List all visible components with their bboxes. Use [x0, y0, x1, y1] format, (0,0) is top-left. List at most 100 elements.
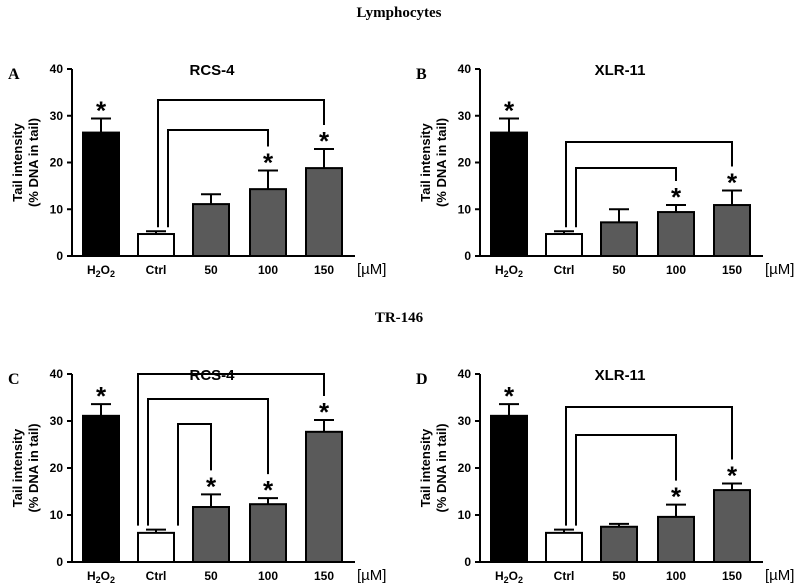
y-tick-label: 10	[50, 508, 64, 522]
x-tick-label: H2O2	[87, 263, 115, 279]
bar-150	[305, 430, 343, 563]
panel-C: C RCS-4 0 10 20 30 40 Tail intensity(% DNA in t…	[8, 367, 386, 585]
y-tick-label: 30	[458, 414, 472, 428]
panel-title: XLR-11	[595, 367, 646, 384]
panel-title: RCS-4	[189, 62, 235, 79]
unit-label: [µM]	[765, 567, 794, 584]
x-tick-label: Ctrl	[554, 263, 575, 277]
x-tick-label: Ctrl	[554, 569, 575, 583]
y-axis-label-line: (% DNA in tail)	[434, 423, 449, 512]
y-axis-label: Tail intensity(% DNA in tail)	[418, 118, 449, 207]
bar-100	[657, 515, 695, 564]
x-tick-label: 50	[612, 263, 626, 277]
y-axis-label-line: Tail intensity	[418, 122, 433, 201]
bar-150	[713, 489, 751, 563]
section-title-lymphocytes: Lymphocytes	[356, 5, 441, 21]
y-tick-label: 0	[464, 249, 471, 263]
panel-D: D XLR-11 0 10 20 30 40 Tail intensity(% DNA in …	[416, 367, 794, 585]
panel-letter: B	[416, 66, 427, 83]
panel-A: A RCS-4 0 10 20 30 40 Tail intensity(% DNA in t…	[8, 62, 386, 279]
y-axis-label-line: (% DNA in tail)	[26, 423, 41, 512]
significance-star: *	[727, 168, 738, 198]
comparison-bracket	[575, 434, 677, 526]
bar-H2O2	[82, 414, 120, 563]
y-axis-label-line: Tail intensity	[418, 428, 433, 507]
y-tick-label: 10	[458, 202, 472, 216]
x-tick-label: 100	[258, 263, 278, 277]
x-tick-label: Ctrl	[146, 263, 167, 277]
y-tick-label: 10	[458, 508, 472, 522]
bar-100	[249, 188, 287, 258]
x-tick-label: 50	[204, 263, 218, 277]
y-axis-label: Tail intensity(% DNA in tail)	[10, 423, 41, 512]
panel-title: RCS-4	[189, 367, 235, 384]
bar-H2O2	[490, 131, 528, 257]
y-tick-label: 40	[458, 62, 472, 76]
bar-100	[249, 503, 287, 564]
x-tick-label: 50	[612, 569, 626, 583]
y-tick-label: 10	[50, 202, 64, 216]
significance-star: *	[263, 475, 274, 505]
y-tick-label: 20	[50, 156, 64, 170]
panel-letter: C	[8, 371, 20, 388]
section-title-tr146: TR-146	[375, 310, 424, 326]
significance-star: *	[96, 381, 107, 411]
y-axis-label-line: Tail intensity	[10, 428, 25, 507]
y-tick-label: 40	[458, 367, 472, 381]
x-tick-label: 150	[722, 569, 742, 583]
bar-50	[600, 525, 638, 563]
panel-title: XLR-11	[595, 62, 646, 79]
unit-label: [µM]	[357, 567, 386, 584]
y-tick-label: 40	[50, 367, 64, 381]
x-tick-label: 150	[314, 263, 334, 277]
significance-star: *	[671, 182, 682, 212]
x-tick-label: 50	[204, 569, 218, 583]
bar-Ctrl	[137, 233, 175, 257]
comparison-bracket	[575, 167, 677, 228]
bar-Ctrl	[545, 233, 583, 257]
significance-star: *	[727, 461, 738, 491]
x-tick-label: 100	[666, 263, 686, 277]
x-tick-label: 100	[258, 569, 278, 583]
x-tick-label: H2O2	[87, 569, 115, 585]
x-tick-label: 150	[314, 569, 334, 583]
panel-letter: A	[8, 66, 20, 83]
y-tick-label: 30	[50, 109, 64, 123]
bar-100	[657, 211, 695, 257]
x-tick-label: 100	[666, 569, 686, 583]
bar-50	[192, 506, 230, 564]
bar-H2O2	[490, 414, 528, 563]
significance-star: *	[504, 96, 515, 126]
bar-150	[305, 167, 343, 257]
x-tick-label: Ctrl	[146, 569, 167, 583]
comparison-bracket	[137, 373, 325, 526]
y-axis-label-line: (% DNA in tail)	[434, 118, 449, 207]
significance-star: *	[263, 147, 274, 177]
comparison-bracket	[167, 129, 269, 228]
significance-star: *	[319, 397, 330, 427]
comparison-bracket	[177, 423, 212, 526]
y-axis-label: Tail intensity(% DNA in tail)	[418, 423, 449, 512]
y-tick-label: 20	[50, 461, 64, 475]
x-tick-label: H2O2	[495, 263, 523, 279]
significance-star: *	[319, 126, 330, 156]
y-axis-label: Tail intensity(% DNA in tail)	[10, 118, 41, 207]
y-tick-label: 40	[50, 62, 64, 76]
y-tick-label: 0	[56, 249, 63, 263]
panel-B: B XLR-11 0 10 20 30 40 Tail intensity(% DNA in …	[416, 62, 794, 279]
y-tick-label: 0	[56, 555, 63, 569]
y-tick-label: 30	[50, 414, 64, 428]
unit-label: [µM]	[765, 261, 794, 278]
bar-50	[192, 203, 230, 257]
bar-150	[713, 204, 751, 257]
x-tick-label: 150	[722, 263, 742, 277]
significance-star: *	[504, 381, 515, 411]
comparison-bracket	[565, 141, 733, 228]
comparison-bracket	[157, 99, 325, 228]
significance-star: *	[206, 471, 217, 501]
y-tick-label: 30	[458, 109, 472, 123]
y-tick-label: 20	[458, 461, 472, 475]
significance-star: *	[671, 482, 682, 512]
